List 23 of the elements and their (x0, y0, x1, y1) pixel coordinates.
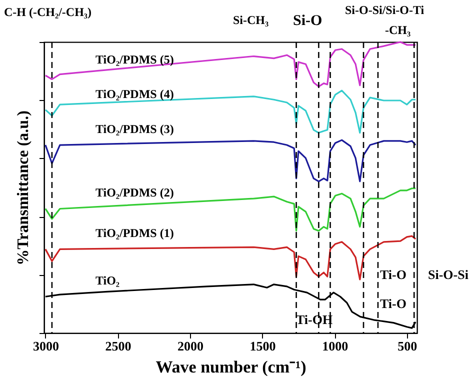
series-label: TiO₂/PDMS (1) (95, 226, 174, 240)
annotation: Ti-OH (296, 312, 333, 327)
x-tick-label: 2500 (105, 338, 132, 354)
series-label: TiO₂/PDMS (5) (95, 52, 174, 66)
annotation: Ti-O (380, 267, 406, 282)
x-tick-label: 1000 (322, 338, 348, 354)
y-axis-title: %Transmittance (a.u.) (15, 110, 32, 266)
text: Si-O (293, 13, 322, 29)
text: Si-CH₃ (233, 13, 270, 27)
x-tick-label: 3000 (32, 338, 59, 354)
x-axis-title: Wave number (cm⁻¹) (156, 358, 306, 376)
x-tick-label: 500 (398, 338, 418, 354)
series-label: TiO₂ (95, 274, 120, 288)
text: Si-O-Si/Si-O-Ti (345, 3, 425, 17)
x-tick-label: 2000 (178, 338, 204, 354)
series-label: TiO₂/PDMS (4) (95, 86, 174, 101)
text: Si-O-Si (428, 267, 469, 282)
series-label: TiO₂/PDMS (3) (95, 122, 174, 136)
annotation: Ti-O (380, 296, 406, 311)
series-label: TiO₂/PDMS (2) (95, 186, 174, 200)
x-tick-label: 1500 (250, 338, 276, 354)
text: C-H (-CH₂/-CH₃) (4, 5, 92, 19)
text: -CH₃ (385, 23, 411, 37)
